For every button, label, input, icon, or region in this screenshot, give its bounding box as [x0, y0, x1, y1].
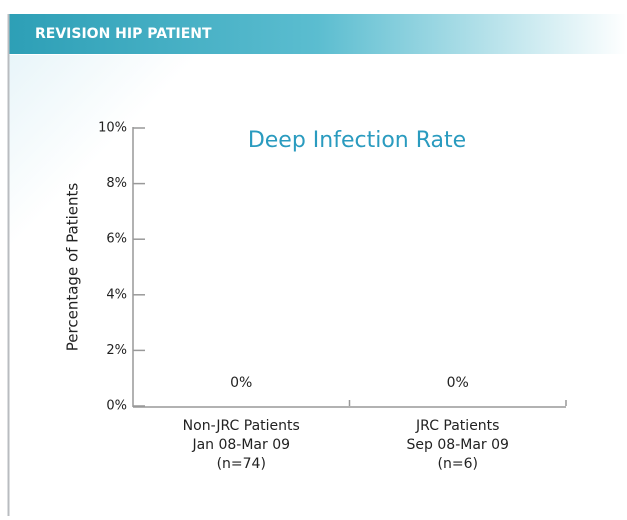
- y-tick-label: 8%: [106, 176, 127, 191]
- x-tick-label: (n=74): [217, 456, 266, 472]
- y-tick-label: 10%: [98, 121, 127, 136]
- y-axis-label: Percentage of Patients: [64, 183, 82, 352]
- x-tick-label: JRC Patients: [415, 418, 499, 434]
- value-label: 0%: [230, 375, 252, 391]
- chart-title: Deep Infection Rate: [248, 128, 466, 153]
- x-tick-label: Sep 08-Mar 09: [407, 437, 509, 453]
- value-label: 0%: [447, 375, 469, 391]
- y-tick-label: 4%: [106, 287, 127, 302]
- x-tick-label: Non-JRC Patients: [183, 418, 300, 434]
- y-tick-label: 6%: [106, 232, 127, 247]
- header-band: [8, 14, 627, 54]
- background-accent: [8, 55, 200, 250]
- header-title: REVISION HIP PATIENT: [35, 26, 212, 42]
- y-tick-label: 0%: [106, 399, 127, 414]
- x-tick-label: (n=6): [438, 456, 478, 472]
- x-tick-label: Jan 08-Mar 09: [191, 437, 290, 453]
- y-tick-label: 2%: [106, 343, 127, 358]
